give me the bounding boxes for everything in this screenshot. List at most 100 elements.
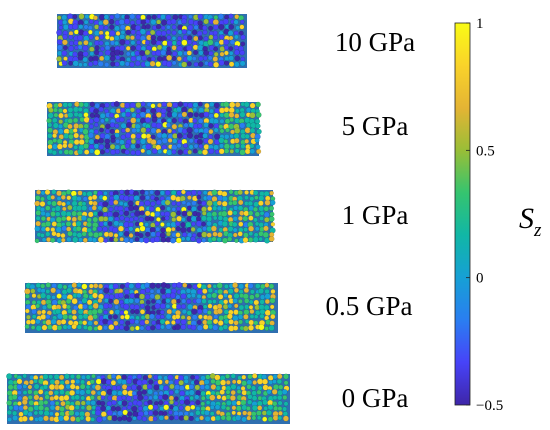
- atom: [247, 200, 254, 207]
- atom: [263, 216, 270, 223]
- atom: [207, 299, 213, 305]
- atom: [113, 233, 119, 238]
- atom: [92, 292, 98, 299]
- atom: [58, 149, 63, 155]
- atom: [72, 51, 78, 57]
- atom: [208, 123, 214, 129]
- atom: [191, 221, 196, 227]
- atom: [105, 123, 111, 130]
- atom: [114, 325, 120, 331]
- atom: [119, 45, 126, 51]
- atom: [237, 205, 244, 211]
- atom: [249, 314, 255, 319]
- atom: [139, 28, 147, 35]
- atom: [68, 45, 75, 52]
- atom: [47, 112, 54, 119]
- atom: [155, 314, 161, 320]
- atom: [216, 200, 223, 206]
- atom: [216, 394, 222, 400]
- atom: [150, 201, 156, 207]
- atom: [258, 324, 265, 331]
- atom: [34, 200, 41, 207]
- atom: [47, 144, 53, 150]
- atom: [108, 324, 115, 331]
- atom: [56, 29, 63, 36]
- atom: [145, 127, 151, 133]
- atom: [100, 46, 105, 52]
- atom: [237, 375, 243, 381]
- atom: [134, 60, 141, 67]
- atom: [154, 221, 160, 227]
- atom: [61, 14, 68, 21]
- atom: [176, 201, 182, 207]
- atom: [125, 57, 131, 63]
- atom: [188, 144, 194, 150]
- atom: [21, 399, 28, 405]
- atom: [150, 139, 157, 146]
- atom: [165, 14, 172, 21]
- atom: [171, 118, 177, 124]
- atom: [67, 111, 74, 118]
- atom: [139, 210, 145, 216]
- atom: [249, 294, 255, 300]
- atom: [25, 319, 32, 325]
- atom: [77, 314, 84, 320]
- atom: [193, 128, 199, 134]
- atom: [182, 232, 188, 238]
- atom: [82, 320, 88, 326]
- atom: [233, 287, 240, 293]
- atom: [173, 396, 179, 401]
- atom: [231, 400, 238, 406]
- atom: [203, 111, 210, 118]
- atom: [119, 319, 125, 325]
- atom: [128, 297, 134, 304]
- atom: [45, 205, 51, 211]
- atom: [212, 283, 218, 289]
- atom: [229, 101, 236, 108]
- atom: [126, 385, 132, 391]
- atom: [82, 237, 88, 243]
- atom: [45, 319, 52, 326]
- atom: [192, 148, 198, 154]
- atom: [98, 283, 104, 289]
- colorbar: 1 0.5 0 −0.5 Sz: [454, 16, 542, 414]
- atom: [254, 283, 261, 289]
- atom: [188, 138, 194, 144]
- atom: [115, 31, 121, 36]
- atom: [97, 308, 103, 314]
- atom: [151, 299, 156, 304]
- atom: [175, 237, 182, 244]
- atom: [119, 50, 124, 56]
- atom: [197, 190, 202, 196]
- atom: [146, 57, 152, 62]
- atom: [223, 112, 230, 119]
- atom: [119, 139, 125, 145]
- atom: [259, 313, 265, 319]
- atom: [206, 310, 212, 315]
- atom: [80, 374, 86, 380]
- atom: [60, 210, 67, 217]
- atom: [242, 293, 249, 300]
- atom: [186, 293, 192, 299]
- atom: [98, 24, 105, 31]
- atom: [208, 34, 214, 40]
- atom: [97, 226, 103, 232]
- atom: [125, 127, 131, 133]
- atom: [179, 399, 185, 405]
- atom: [269, 304, 275, 310]
- atom: [53, 390, 60, 396]
- atom: [113, 298, 120, 305]
- atom: [219, 112, 225, 118]
- atom: [62, 108, 68, 114]
- atom: [34, 238, 40, 244]
- atom: [238, 304, 245, 311]
- atom: [109, 309, 114, 315]
- atom: [109, 36, 115, 42]
- atom: [234, 127, 241, 134]
- atom: [122, 389, 128, 396]
- atom: [210, 225, 217, 232]
- atom: [165, 293, 171, 299]
- atom: [180, 303, 187, 310]
- atom: [171, 201, 177, 206]
- atom: [80, 400, 86, 406]
